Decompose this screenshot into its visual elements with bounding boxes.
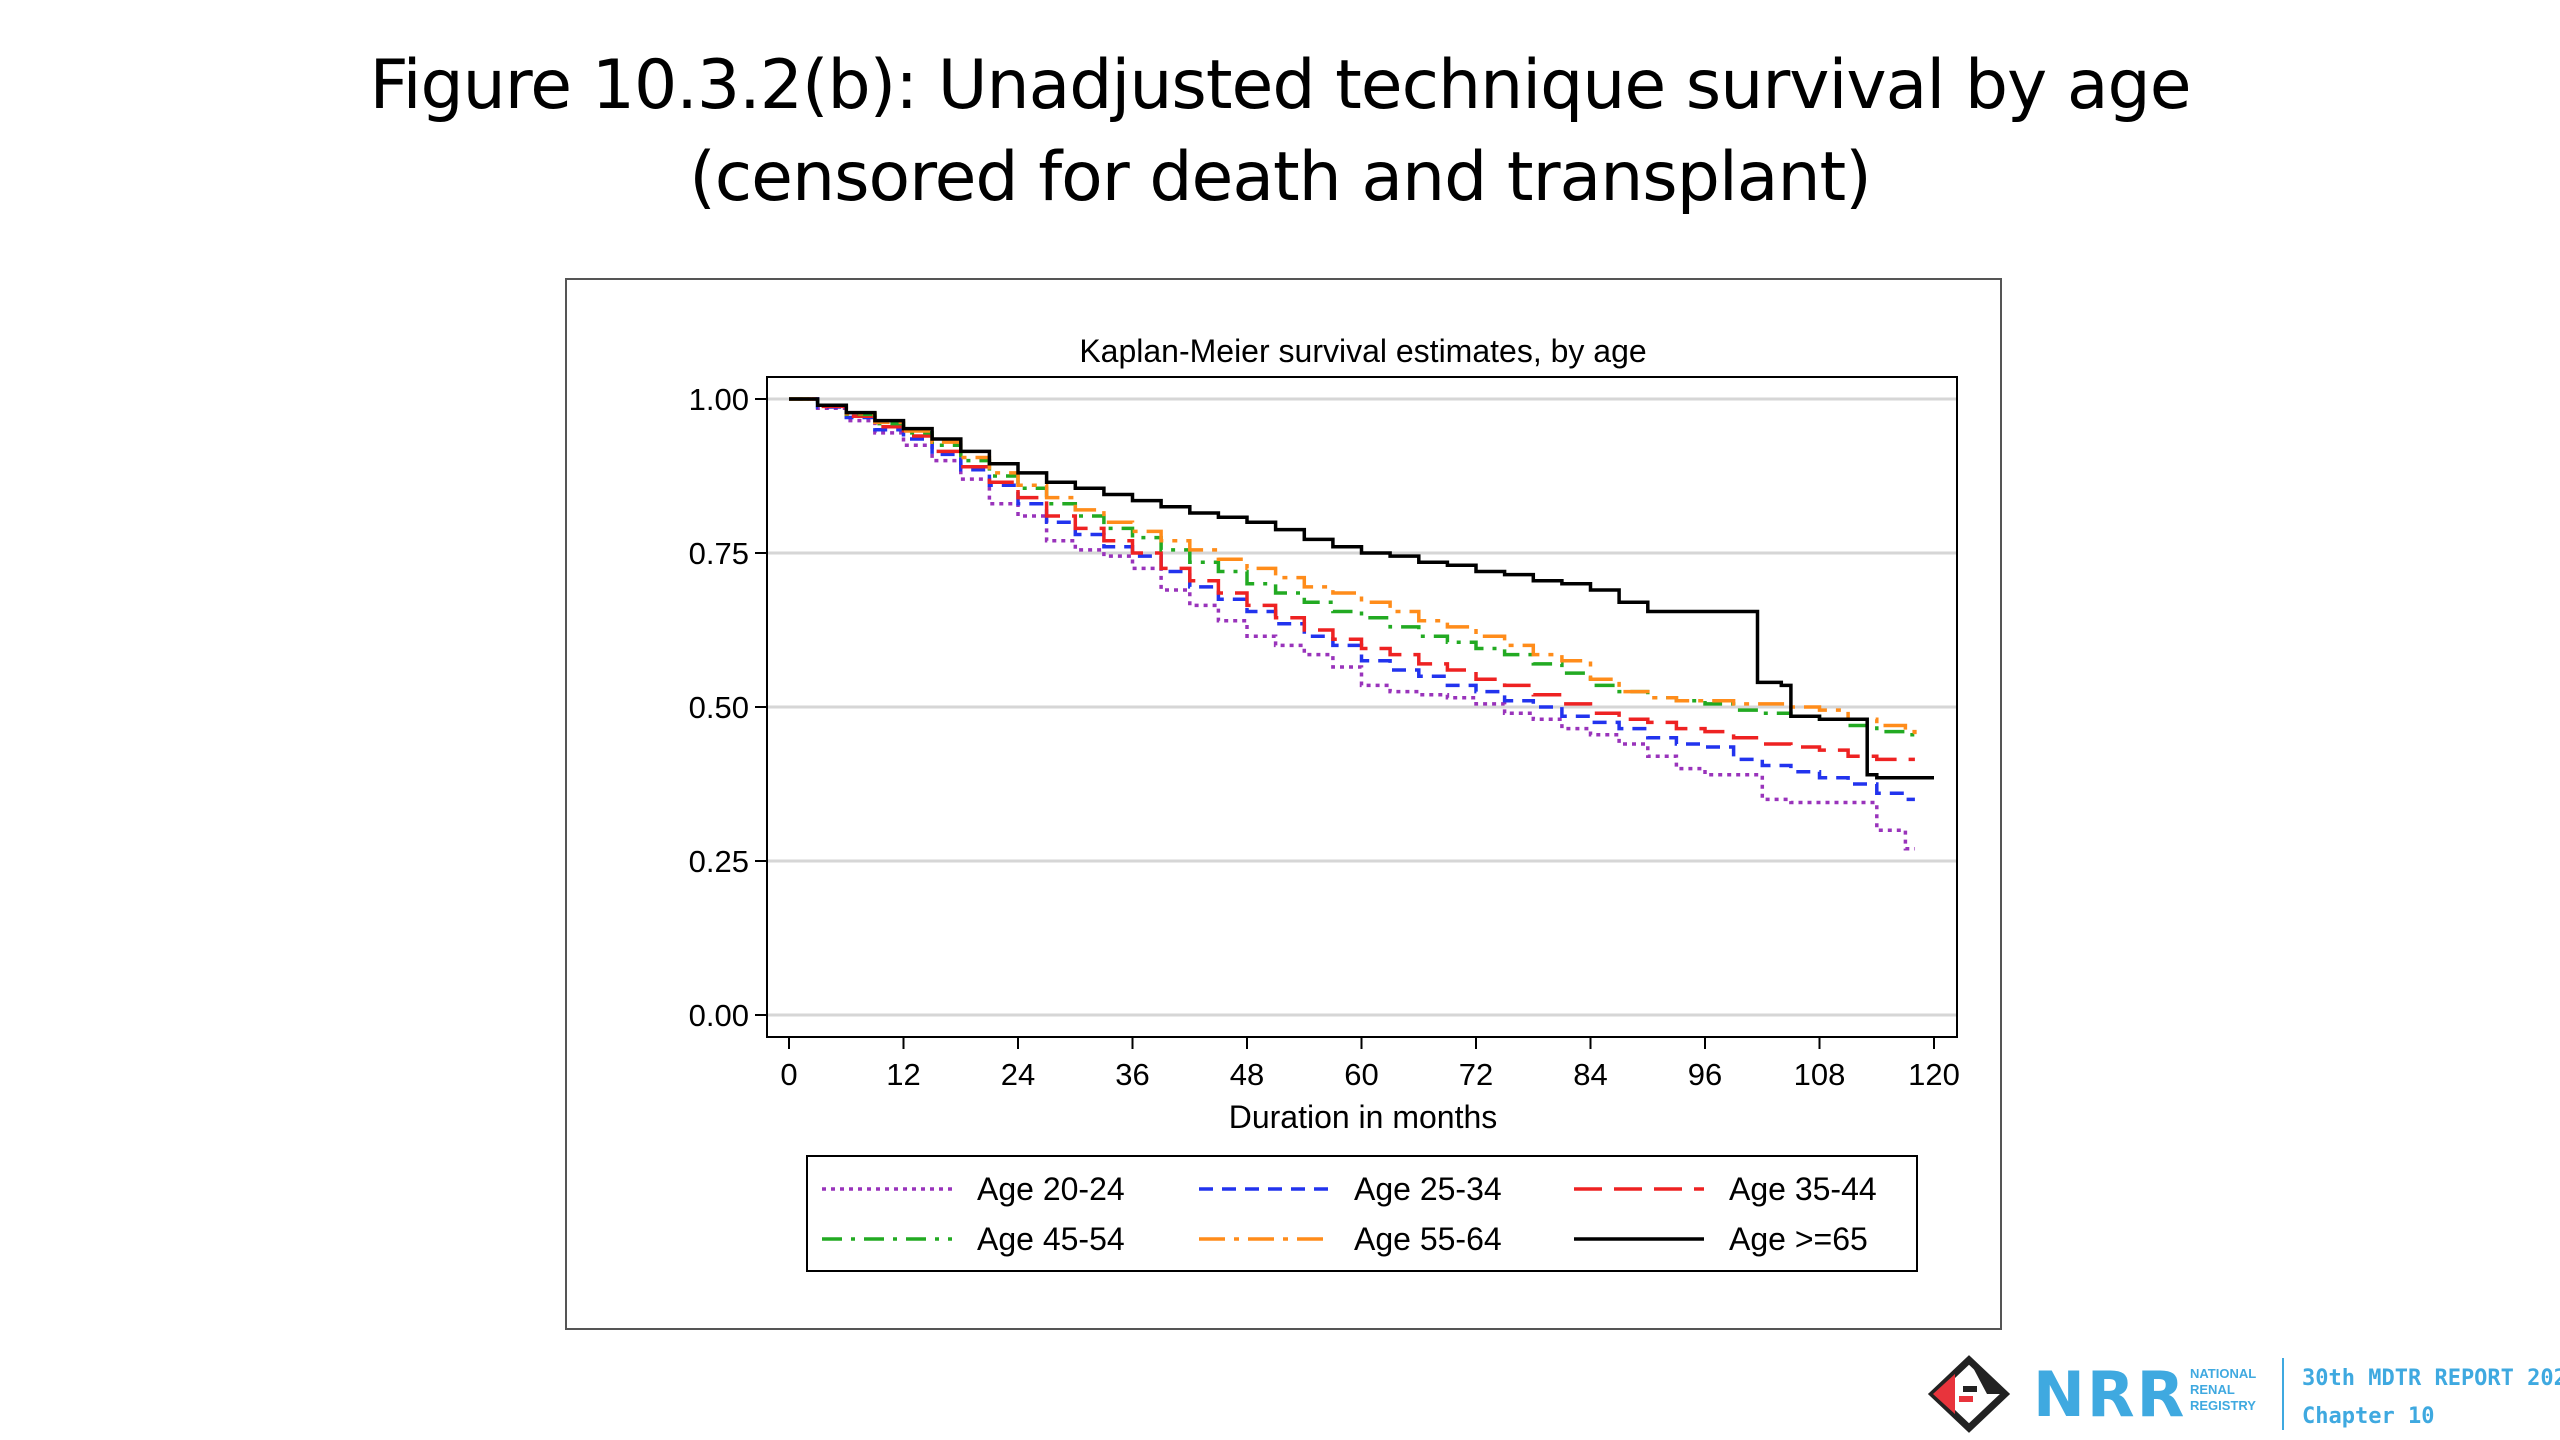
slide-title-line-2: (censored for death and transplant) (689, 138, 1872, 217)
x-tick-label: 96 (1688, 1057, 1722, 1092)
registry-mark-icon (1927, 1355, 2011, 1433)
y-tick-label: 0.25 (689, 844, 749, 879)
report-title: 30th MDTR REPORT 2022 (2302, 1366, 2560, 1391)
x-tick-label: 24 (1001, 1057, 1035, 1092)
y-tick-label: 0.75 (689, 536, 749, 571)
x-tick-label: 72 (1459, 1057, 1493, 1092)
series-line (789, 397, 1915, 737)
x-tick-label: 12 (886, 1057, 920, 1092)
x-tick-label: 48 (1230, 1057, 1264, 1092)
y-tick-label: 1.00 (689, 382, 749, 417)
registry-name-line-3: REGISTRY (2190, 1398, 2256, 1413)
x-axis-title: Duration in months (1229, 1099, 1498, 1135)
series-line (789, 397, 1934, 780)
slide-title-line-1: Figure 10.3.2(b): Unadjusted technique s… (369, 46, 2191, 125)
plot-area: 0.00 0.25 0.50 0.75 1.00 0 12 24 36 48 60 72 84 96 108… (689, 376, 1960, 1092)
legend-label: Age 55-64 (1354, 1221, 1502, 1257)
registry-name-line-1: NATIONAL (2190, 1366, 2257, 1381)
nrr-logo-icon: NRR (2033, 1360, 2186, 1430)
y-tick-label: 0.00 (689, 998, 749, 1033)
x-tick-label: 120 (1908, 1057, 1960, 1092)
km-chart: Kaplan-Meier survival estimates, by age … (689, 333, 1960, 1272)
chart-title: Kaplan-Meier survival estimates, by age (1079, 333, 1646, 369)
legend-label: Age 20-24 (977, 1171, 1125, 1207)
series-line (789, 397, 1915, 851)
x-tick-label: 84 (1573, 1057, 1607, 1092)
legend-label: Age 45-54 (977, 1221, 1125, 1257)
footer-divider (2282, 1358, 2284, 1430)
footer: NRR (1925, 1348, 2560, 1440)
legend-label: Age 35-44 (1729, 1171, 1877, 1207)
y-tick-label: 0.50 (689, 690, 749, 725)
legend-label: Age >=65 (1729, 1221, 1868, 1257)
chart-frame: Kaplan-Meier survival estimates, by age … (565, 278, 2002, 1330)
x-tick-label: 0 (780, 1057, 797, 1092)
x-tick-label: 36 (1115, 1057, 1149, 1092)
slide-title: Figure 10.3.2(b): Unadjusted technique s… (0, 40, 2560, 224)
x-tick-label: 108 (1794, 1057, 1846, 1092)
legend: Age 20-24 Age 25-34 Age 35-44 Age 45-54 Age … (806, 1155, 1918, 1272)
report-chapter: Chapter 10 (2302, 1404, 2435, 1429)
series-line (789, 397, 1915, 762)
legend-label: Age 25-34 (1354, 1171, 1502, 1207)
registry-name-line-2: RENAL (2190, 1382, 2235, 1397)
legend-box (806, 1155, 1918, 1272)
x-tick-label: 60 (1344, 1057, 1378, 1092)
registry-name: NATIONAL RENAL REGISTRY (2190, 1366, 2256, 1414)
nrr-logo-text: NRR (2033, 1360, 2186, 1430)
